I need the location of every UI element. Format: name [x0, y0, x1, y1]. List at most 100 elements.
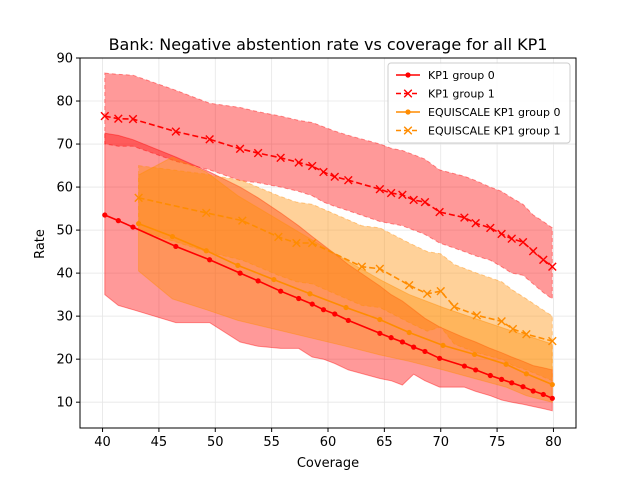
legend-entry: KP1 group 1 [396, 88, 495, 101]
data-point [549, 381, 555, 388]
data-point [549, 395, 555, 401]
marker-stroke [205, 135, 214, 144]
data-point [171, 127, 181, 136]
marker-stroke [497, 317, 506, 326]
marker-stroke [253, 148, 263, 158]
data-point [411, 344, 417, 350]
data-point [499, 376, 505, 382]
data-point [461, 363, 467, 369]
data-point [422, 289, 432, 299]
data-point [420, 197, 430, 207]
data-point [278, 288, 284, 294]
data-point [375, 264, 385, 274]
marker-stroke [449, 302, 459, 311]
marker-stroke [171, 127, 181, 136]
data-point [375, 184, 385, 194]
marker-stroke [276, 153, 285, 163]
data-point [386, 188, 396, 198]
y-tick-label: 30 [56, 310, 73, 325]
data-point [201, 208, 211, 218]
data-point [205, 135, 214, 144]
marker-stroke [460, 213, 469, 222]
data-point [528, 246, 538, 256]
legend-marker [405, 72, 411, 78]
marker-stroke [435, 207, 444, 217]
marker-stroke [114, 114, 123, 123]
y-tick-label: 20 [56, 353, 73, 368]
marker-stroke [548, 262, 557, 271]
data-point [100, 111, 110, 121]
marker-stroke [238, 216, 247, 225]
data-point [377, 330, 383, 336]
marker-stroke [508, 324, 518, 334]
x-tick-label: 65 [376, 435, 393, 450]
legend-entry: KP1 group 0 [396, 69, 495, 82]
y-tick-label: 80 [56, 95, 73, 110]
marker-stroke [274, 232, 283, 242]
plot-area: 40 45 50 55 60 65 70 75 80 10 20 30 40 50 60 70 80 90 [56, 52, 577, 450]
marker-stroke [128, 114, 138, 124]
data-point [436, 286, 446, 296]
legend-marker [403, 89, 413, 98]
legend-label: KP1 group 1 [428, 88, 495, 101]
marker-stroke [330, 172, 340, 182]
data-point [235, 144, 245, 154]
data-point [487, 372, 493, 379]
marker-stroke [319, 167, 328, 177]
data-point [128, 114, 138, 124]
legend-entry: EQUISCALE KP1 group 1 [396, 125, 560, 138]
marker-stroke [409, 195, 418, 205]
data-point [207, 257, 213, 263]
data-point [460, 213, 469, 222]
data-point [548, 262, 557, 271]
marker-stroke [420, 197, 430, 207]
data-point [253, 148, 263, 158]
data-point [509, 380, 515, 386]
data-point [520, 384, 526, 390]
marker-stroke [292, 238, 301, 248]
series-line [138, 222, 553, 386]
x-tick-label: 70 [432, 435, 449, 450]
marker-stroke [386, 188, 396, 198]
data-point [136, 221, 142, 227]
data-point [115, 218, 121, 224]
data-point [238, 216, 247, 225]
marker-stroke [398, 190, 407, 200]
marker-stroke [375, 264, 385, 274]
marker-stroke [307, 238, 317, 248]
data-point [296, 295, 302, 302]
marker-stroke [100, 111, 110, 121]
data-point [540, 391, 546, 398]
data-point [388, 335, 394, 341]
chart-title: Bank: Negative abstention rate vs covera… [109, 35, 548, 54]
data-point [203, 248, 209, 254]
data-point [471, 351, 478, 358]
y-tick-label: 90 [56, 52, 73, 67]
data-point [102, 212, 108, 218]
x-tick-label: 75 [489, 435, 506, 450]
legend-box [387, 62, 571, 144]
y-tick-label: 40 [56, 267, 73, 282]
data-point [435, 207, 444, 217]
y-tick-label: 10 [56, 396, 73, 411]
data-point [530, 388, 536, 394]
data-point [169, 233, 176, 240]
x-tick-label: 50 [207, 435, 224, 450]
data-point [422, 348, 428, 355]
marker-stroke [539, 255, 548, 265]
legend-label: EQUISCALE KP1 group 0 [428, 106, 560, 119]
data-point [320, 307, 327, 313]
marker-stroke [518, 237, 528, 247]
legend-entry: EQUISCALE KP1 group 0 [396, 106, 560, 119]
data-point [307, 291, 313, 297]
data-point [292, 238, 301, 248]
data-point [276, 153, 285, 163]
series-line [104, 115, 553, 268]
data-point [406, 329, 412, 336]
marker-stroke [436, 286, 446, 296]
data-point [114, 114, 123, 123]
data-point [449, 302, 459, 311]
data-point [134, 193, 143, 203]
data-point [330, 172, 340, 182]
